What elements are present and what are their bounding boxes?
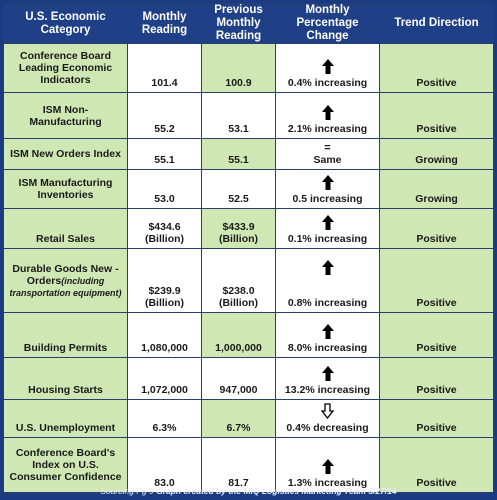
change-cell: 13.2% increasing bbox=[275, 357, 380, 400]
source-footer: Sourcing Pg 9 Graph created by the MIQ L… bbox=[0, 483, 497, 500]
previous-reading-cell: 1,000,000 bbox=[201, 312, 276, 358]
monthly-reading-cell: 6.3% bbox=[127, 399, 202, 438]
monthly-reading-cell: 53.0 bbox=[127, 169, 202, 209]
category-cell: U.S. Unemployment bbox=[3, 399, 128, 438]
category-sub: (including transportation equipment) bbox=[9, 275, 122, 298]
up-arrow-icon bbox=[321, 175, 334, 190]
change-text: 0.4% decreasing bbox=[286, 422, 369, 434]
previous-reading-cell: 947,000 bbox=[201, 357, 276, 400]
category-cell: Durable Goods New -Orders(including tran… bbox=[3, 248, 128, 313]
previous-value: $433.9 bbox=[222, 221, 255, 233]
previous-unit: (Billion) bbox=[218, 233, 259, 245]
header-trend-direction: Trend Direction bbox=[379, 3, 494, 44]
up-arrow-icon bbox=[321, 215, 334, 230]
trend-cell: Positive bbox=[379, 248, 494, 313]
table-row: ISM Non-Manufacturing 55.2 53.1 2.1% inc… bbox=[3, 92, 494, 139]
monthly-value: $434.6 bbox=[148, 221, 181, 233]
change-cell: 0.5 increasing bbox=[275, 169, 380, 209]
previous-reading-cell: 55.1 bbox=[201, 138, 276, 170]
monthly-reading-cell: 1,072,000 bbox=[127, 357, 202, 400]
change-cell: 2.1% increasing bbox=[275, 92, 380, 139]
trend-cell: Positive bbox=[379, 208, 494, 249]
up-arrow-icon bbox=[321, 260, 334, 275]
change-cell: 8.0% increasing bbox=[275, 312, 380, 358]
monthly-value: $239.9 bbox=[148, 285, 181, 297]
previous-unit: (Billion) bbox=[218, 297, 259, 309]
monthly-reading-cell: 1,080,000 bbox=[127, 312, 202, 358]
change-text: 1.3% increasing bbox=[287, 477, 368, 489]
monthly-reading-cell: 55.1 bbox=[127, 138, 202, 170]
category-main: Durable Goods New -Orders bbox=[12, 262, 119, 287]
category-cell: Retail Sales bbox=[3, 208, 128, 249]
change-text: 0.8% increasing bbox=[287, 297, 368, 309]
table-row: Retail Sales $434.6 (Billion) $433.9 (Bi… bbox=[3, 208, 494, 249]
table-row: Conference Board's Index on U.S. Consume… bbox=[3, 437, 494, 493]
trend-cell: Positive bbox=[379, 437, 494, 493]
table-row: U.S. Unemployment 6.3% 6.7% 0.4% decreas… bbox=[3, 399, 494, 438]
trend-cell: Positive bbox=[379, 399, 494, 438]
category-cell: ISM Manufacturing Inventories bbox=[3, 169, 128, 209]
up-arrow-icon bbox=[321, 366, 334, 381]
category-cell: Conference Board Leading Economic Indica… bbox=[3, 43, 128, 93]
table-row: ISM Manufacturing Inventories 53.0 52.5 … bbox=[3, 169, 494, 209]
up-arrow-icon bbox=[321, 59, 334, 74]
up-arrow-icon bbox=[321, 105, 334, 120]
economic-indicators-table: U.S. Economic Category Monthly Reading P… bbox=[3, 3, 494, 493]
monthly-reading-cell: 55.2 bbox=[127, 92, 202, 139]
up-arrow-icon bbox=[321, 324, 334, 339]
change-text: 0.1% increasing bbox=[287, 233, 368, 245]
category-cell: ISM Non-Manufacturing bbox=[3, 92, 128, 139]
change-cell: 0.4% decreasing bbox=[275, 399, 380, 438]
monthly-unit: (Billion) bbox=[144, 233, 185, 245]
trend-cell: Positive bbox=[379, 43, 494, 93]
category-cell: Conference Board's Index on U.S. Consume… bbox=[3, 437, 128, 493]
footer-credit: Graph created by the MIQ Logistics Marke… bbox=[156, 486, 397, 496]
previous-reading-cell: 100.9 bbox=[201, 43, 276, 93]
category-cell: Building Permits bbox=[3, 312, 128, 358]
header-previous-reading: Previous Monthly Reading bbox=[201, 3, 276, 44]
monthly-reading-cell: $434.6 (Billion) bbox=[127, 208, 202, 249]
change-cell: 0.8% increasing bbox=[275, 248, 380, 313]
previous-reading-cell: 6.7% bbox=[201, 399, 276, 438]
monthly-reading-cell: $239.9 (Billion) bbox=[127, 248, 202, 313]
previous-reading-cell: $238.0 (Billion) bbox=[201, 248, 276, 313]
footer-prefix: Sourcing Pg 9 bbox=[100, 486, 157, 496]
monthly-unit: (Billion) bbox=[144, 297, 185, 309]
table-row: Conference Board Leading Economic Indica… bbox=[3, 43, 494, 93]
trend-cell: Growing bbox=[379, 138, 494, 170]
change-text: Same bbox=[313, 154, 342, 166]
trend-cell: Positive bbox=[379, 92, 494, 139]
up-arrow-icon bbox=[321, 459, 334, 474]
change-cell: 0.1% increasing bbox=[275, 208, 380, 249]
previous-reading-cell: $433.9 (Billion) bbox=[201, 208, 276, 249]
table-row: Durable Goods New -Orders(including tran… bbox=[3, 248, 494, 313]
change-text: 0.5 increasing bbox=[292, 193, 363, 205]
header-percentage-change: Monthly Percentage Change bbox=[275, 3, 380, 44]
table-row: Housing Starts 1,072,000 947,000 13.2% i… bbox=[3, 357, 494, 400]
previous-value: $238.0 bbox=[222, 285, 255, 297]
monthly-reading-cell: 101.4 bbox=[127, 43, 202, 93]
equals-symbol: = bbox=[324, 142, 331, 154]
trend-cell: Growing bbox=[379, 169, 494, 209]
previous-reading-cell: 52.5 bbox=[201, 169, 276, 209]
header-category: U.S. Economic Category bbox=[3, 3, 128, 44]
change-text: 8.0% increasing bbox=[287, 342, 368, 354]
header-monthly-reading: Monthly Reading bbox=[127, 3, 202, 44]
table-row: Building Permits 1,080,000 1,000,000 8.0… bbox=[3, 312, 494, 358]
trend-cell: Positive bbox=[379, 312, 494, 358]
table-row: ISM New Orders Index 55.1 55.1 = Same Gr… bbox=[3, 138, 494, 170]
change-text: 0.4% increasing bbox=[287, 77, 368, 89]
change-cell: 0.4% increasing bbox=[275, 43, 380, 93]
header-row: U.S. Economic Category Monthly Reading P… bbox=[3, 3, 494, 44]
previous-reading-cell: 53.1 bbox=[201, 92, 276, 139]
down-arrow-icon bbox=[321, 403, 334, 419]
change-text: 13.2% increasing bbox=[284, 384, 371, 396]
change-cell: = Same bbox=[275, 138, 380, 170]
category-cell: Housing Starts bbox=[3, 357, 128, 400]
monthly-reading-cell: 83.0 bbox=[127, 437, 202, 493]
category-cell: ISM New Orders Index bbox=[3, 138, 128, 170]
change-text: 2.1% increasing bbox=[287, 123, 368, 135]
trend-cell: Positive bbox=[379, 357, 494, 400]
